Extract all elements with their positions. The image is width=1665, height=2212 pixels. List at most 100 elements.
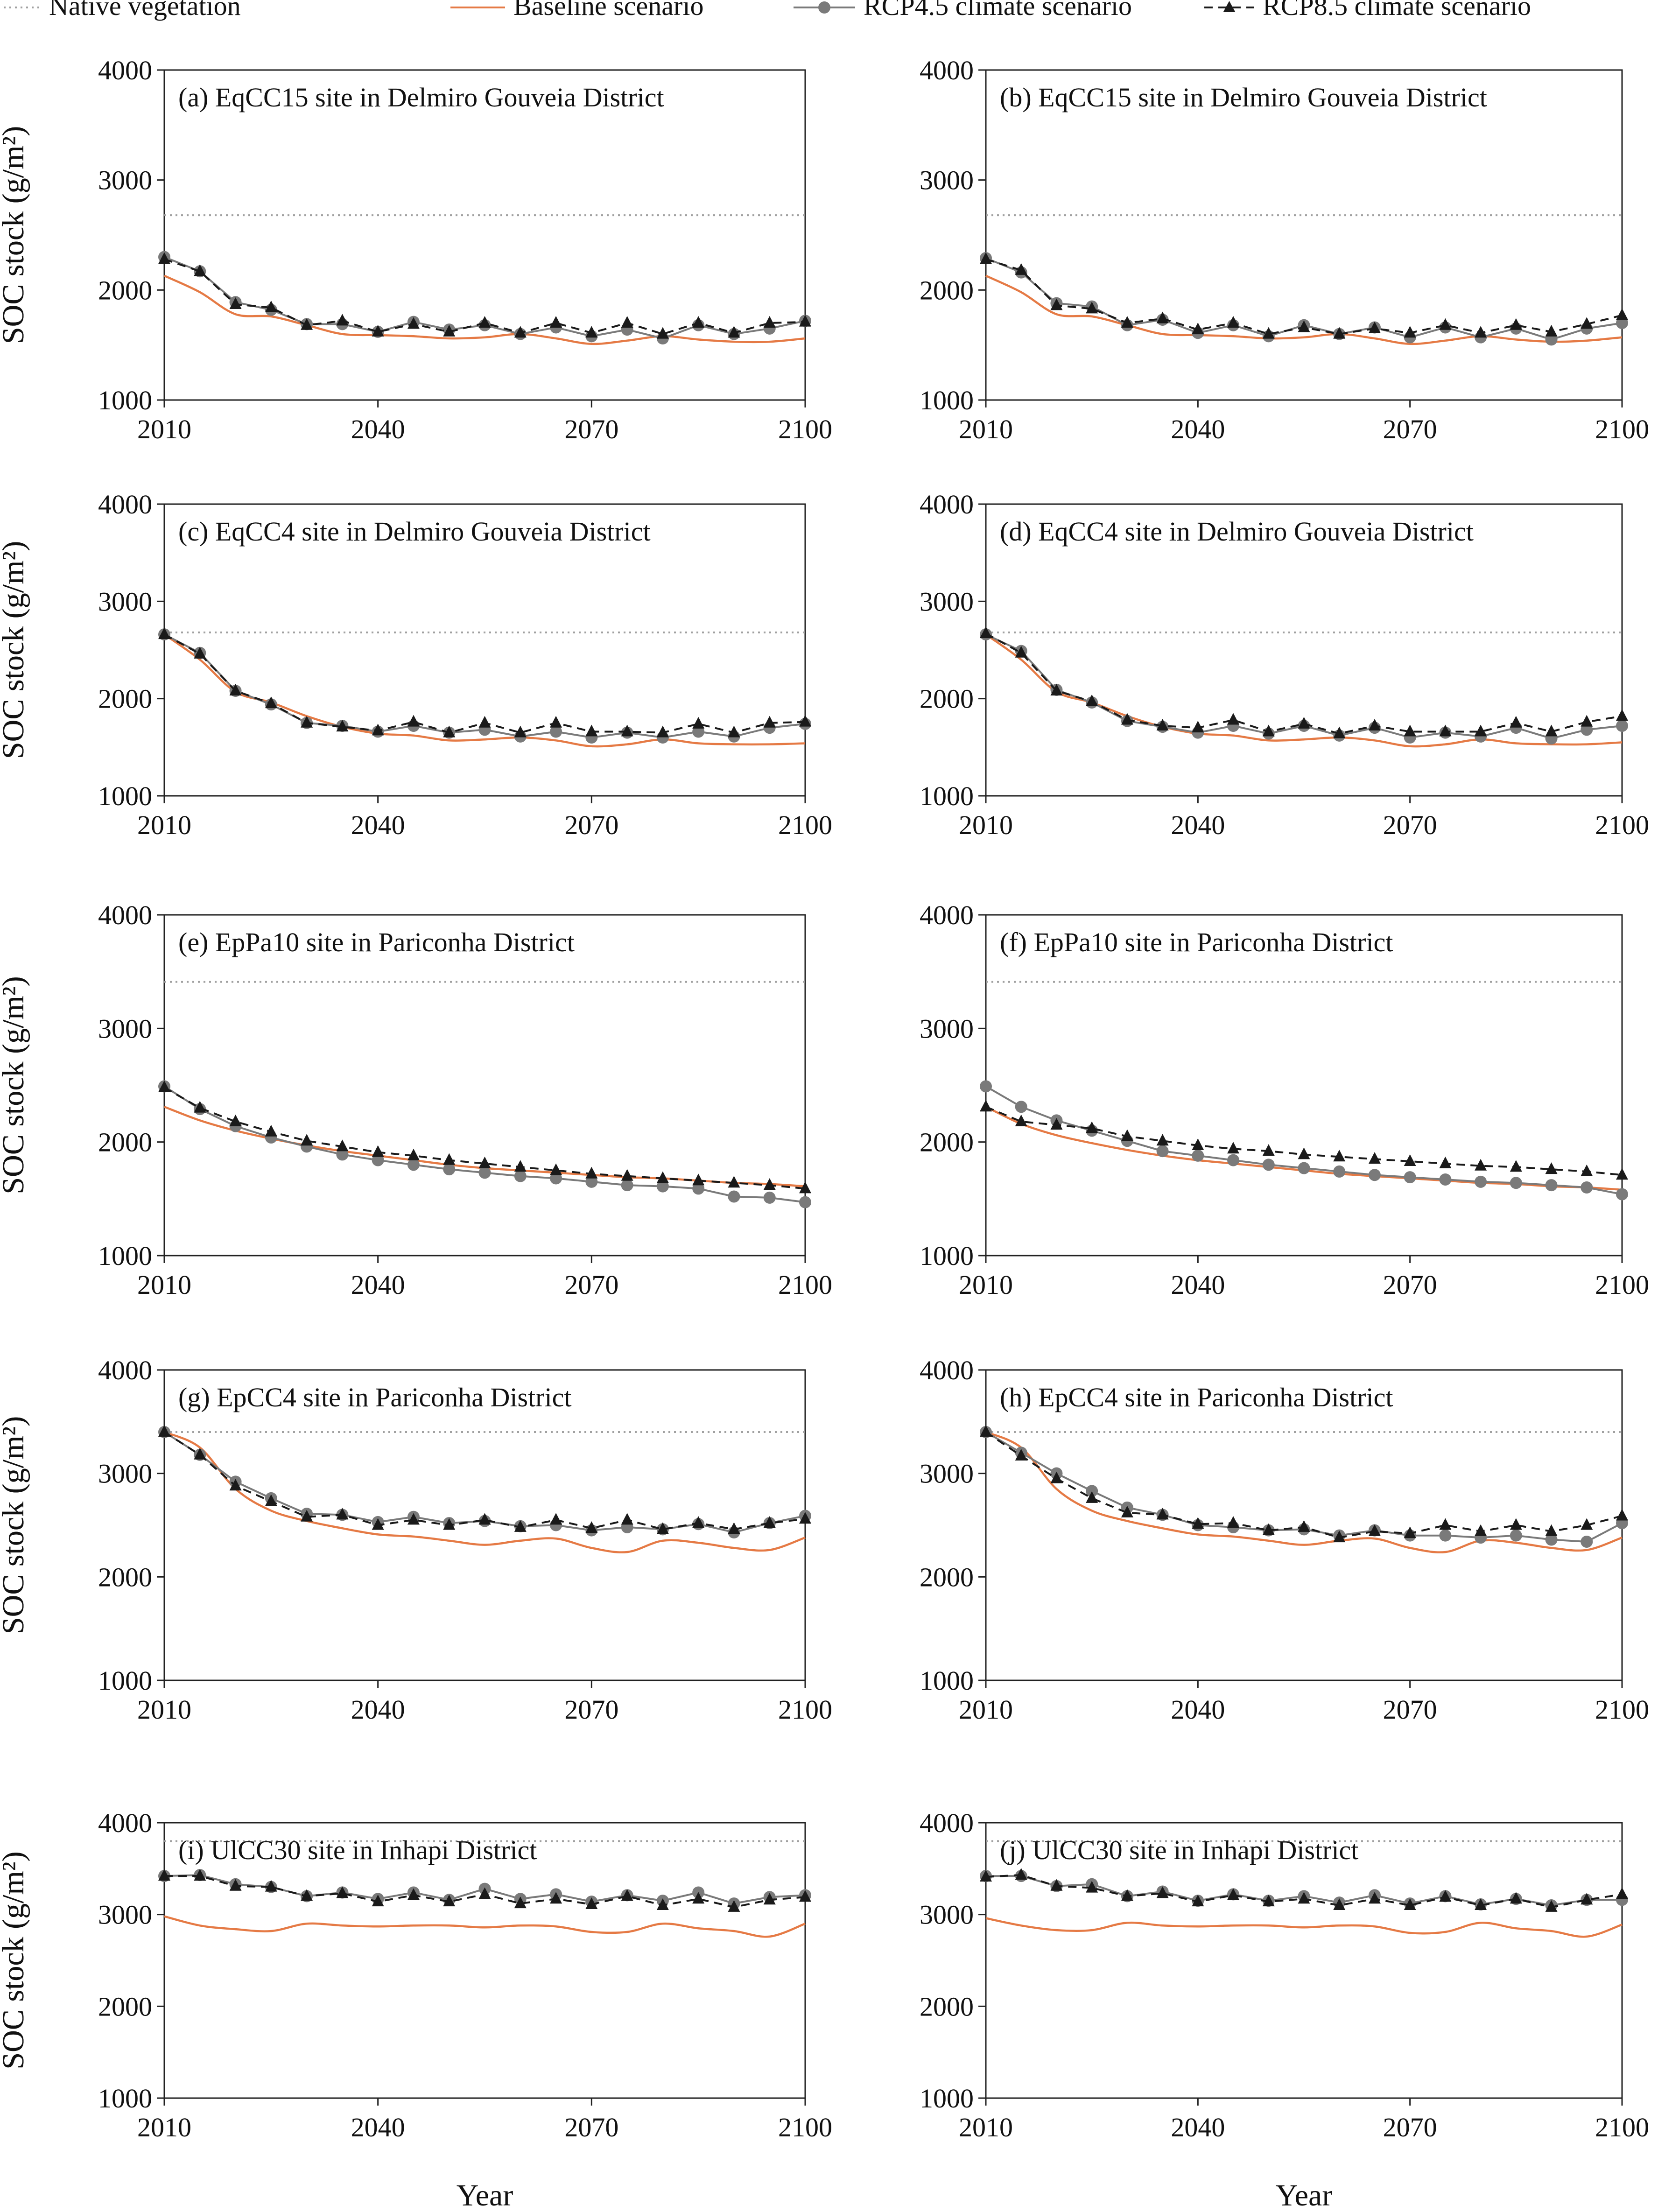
rcp45-point xyxy=(799,1196,811,1208)
rcp85-point xyxy=(372,1145,384,1157)
y-axis-label: SOC stock (g/m²) xyxy=(0,1416,30,1634)
x-tick-label: 2100 xyxy=(1595,1270,1649,1300)
y-tick-label: 2000 xyxy=(920,1127,974,1158)
rcp85-point xyxy=(799,1890,811,1902)
rcp85-point xyxy=(443,725,456,737)
rcp85-point xyxy=(194,264,206,276)
y-tick-label: 2000 xyxy=(920,1562,974,1592)
rcp85-point xyxy=(656,1522,669,1534)
rcp85-point xyxy=(1298,320,1310,332)
x-tick-label: 2070 xyxy=(564,1694,618,1725)
rcp85-point xyxy=(763,1516,776,1528)
y-tick-label: 4000 xyxy=(98,1808,152,1838)
x-axis-label: Year xyxy=(457,2178,513,2212)
rcp85-point xyxy=(514,1520,527,1532)
legend-label-baseline: Baseline scenario xyxy=(513,0,703,21)
rcp85-point xyxy=(1121,1129,1133,1141)
panel-title: (i) UlCC30 site in Inhapi District xyxy=(178,1835,537,1865)
rcp85-point xyxy=(1156,1886,1169,1898)
rcp85-point xyxy=(443,1895,456,1907)
x-tick-label: 2010 xyxy=(137,2112,191,2142)
baseline-scenario-line xyxy=(985,1917,1623,1938)
y-tick-label: 4000 xyxy=(920,489,974,520)
rcp85-point xyxy=(728,725,740,737)
rcp85-point xyxy=(1475,1898,1487,1910)
rcp85-point xyxy=(585,1521,598,1533)
rcp85-point xyxy=(1368,1152,1381,1164)
legend-marker-rcp85 xyxy=(1223,1,1236,12)
rcp85-point xyxy=(799,1512,811,1524)
rcp85-point xyxy=(1050,298,1063,310)
legend-item-native: Native vegetation xyxy=(4,0,241,21)
y-tick-label: 4000 xyxy=(98,489,152,520)
rcp45-point xyxy=(478,1166,491,1179)
rcp85-point xyxy=(728,326,740,338)
rcp85-point xyxy=(1156,311,1169,323)
rcp85-point xyxy=(194,646,206,659)
rcp85-point xyxy=(656,725,669,737)
rcp85-point xyxy=(728,1522,740,1534)
y-tick-label: 2000 xyxy=(98,684,152,714)
rcp85-point xyxy=(1333,327,1346,339)
rcp45-point xyxy=(728,1190,740,1203)
rcp45-point xyxy=(1156,1145,1169,1158)
rcp85-point xyxy=(1050,1471,1063,1483)
x-tick-label: 2040 xyxy=(1171,810,1225,840)
rcp85-point xyxy=(194,1869,206,1881)
y-axis-label: SOC stock (g/m²) xyxy=(0,541,30,759)
rcp85-point xyxy=(621,724,633,737)
x-tick-label: 2010 xyxy=(959,2112,1013,2142)
rcp85-point xyxy=(585,326,598,338)
rcp85-point xyxy=(1086,1491,1098,1503)
rcp85-point xyxy=(1227,1516,1240,1528)
rcp45-point xyxy=(372,1154,384,1166)
y-tick-label: 1000 xyxy=(98,1241,152,1271)
legend-label-rcp45: RCP4.5 climate scenario xyxy=(864,0,1132,21)
x-tick-label: 2100 xyxy=(778,1694,832,1725)
rcp85-point xyxy=(1404,1154,1416,1166)
rcp45-line xyxy=(163,1085,806,1203)
rcp85-point xyxy=(1298,1520,1310,1532)
y-axis-label: SOC stock (g/m²) xyxy=(0,1416,30,1634)
rcp85-point xyxy=(656,1898,669,1910)
rcp85-point xyxy=(1510,1518,1522,1530)
x-tick-label: 2100 xyxy=(1595,2112,1649,2142)
rcp85-point xyxy=(1545,1524,1558,1536)
plot-frame xyxy=(163,1822,806,2099)
y-tick-label: 4000 xyxy=(920,1808,974,1838)
rcp85-point xyxy=(478,1156,491,1168)
rcp85-point xyxy=(443,324,456,337)
rcp85-point xyxy=(1581,1893,1593,1905)
rcp85-point xyxy=(301,1510,313,1522)
x-tick-label: 2040 xyxy=(351,1694,405,1725)
panel-a: 1000 2000 3000 4000 2010 2040 2070 2100 SOC stoc… xyxy=(0,55,832,444)
y-tick-label: 2000 xyxy=(98,1562,152,1592)
panel-g: 1000 2000 3000 4000 2010 2040 2070 2100 SOC stoc… xyxy=(0,1355,832,1725)
rcp85-point xyxy=(1439,1156,1452,1168)
baseline-scenario-line xyxy=(985,274,1623,345)
y-tick-label: 3000 xyxy=(98,165,152,196)
rcp85-point xyxy=(372,324,384,337)
rcp85-point xyxy=(1015,646,1027,658)
rcp85-point xyxy=(1192,1138,1204,1150)
rcp45-point xyxy=(763,1191,776,1204)
rcp45-point xyxy=(1015,1101,1027,1113)
rcp85-point xyxy=(1050,684,1063,695)
x-tick-label: 2100 xyxy=(1595,1694,1649,1725)
rcp45-point xyxy=(1439,1173,1452,1186)
rcp85-point xyxy=(265,1494,277,1506)
rcp85-point xyxy=(301,1134,313,1146)
x-tick-label: 2100 xyxy=(778,810,832,840)
rcp85-point xyxy=(194,1447,206,1460)
rcp85-point xyxy=(1475,326,1487,338)
rcp85-point xyxy=(1298,1892,1310,1904)
rcp85-point xyxy=(1510,1160,1522,1172)
rcp85-point xyxy=(763,1893,776,1905)
rcp85-point xyxy=(336,720,349,732)
rcp45-point xyxy=(550,1172,562,1185)
x-tick-label: 2040 xyxy=(1171,1270,1225,1300)
y-tick-label: 1000 xyxy=(98,1665,152,1696)
rcp85-point xyxy=(621,316,633,328)
rcp45-point xyxy=(1510,1529,1522,1542)
rcp85-point xyxy=(1262,327,1275,339)
